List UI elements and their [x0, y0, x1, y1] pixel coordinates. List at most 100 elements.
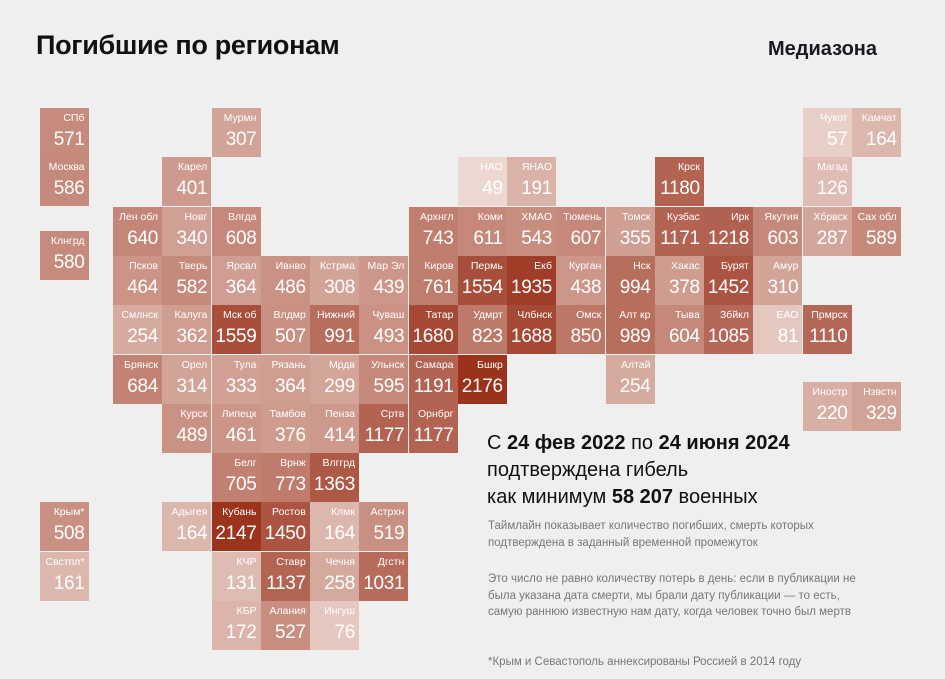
region-tile[interactable]: Липецк 461 — [211, 403, 261, 453]
region-tile[interactable]: ХМАО 543 — [507, 206, 556, 256]
region-tile[interactable]: Новг 340 — [162, 206, 212, 256]
region-tile[interactable]: Коми 611 — [457, 206, 507, 256]
region-tile[interactable]: Збйкл 1085 — [704, 305, 753, 355]
region-tile[interactable]: Смлнск 254 — [113, 305, 162, 355]
region-tile[interactable]: Тамбов 376 — [260, 403, 310, 453]
region-tile[interactable]: Тула 333 — [211, 354, 261, 404]
region-tile[interactable]: Архнгл 743 — [408, 206, 458, 256]
region-tile[interactable]: Астрхн 519 — [359, 502, 409, 552]
region-tile[interactable]: Иностр 220 — [802, 381, 852, 431]
region-tile[interactable]: Амур 310 — [753, 255, 803, 305]
region-tile[interactable]: Омск 850 — [556, 305, 606, 355]
region-tile[interactable]: Бшкр 2176 — [457, 354, 507, 404]
region-tile[interactable]: Алт кр 989 — [605, 305, 655, 355]
region-value: 1452 — [707, 276, 749, 298]
region-tile[interactable]: Курск 489 — [162, 403, 212, 453]
region-tile[interactable]: Мар Эл 439 — [359, 255, 409, 305]
region-tile[interactable]: Ульнск 595 — [359, 354, 409, 404]
region-tile[interactable]: Влгда 608 — [211, 206, 261, 256]
region-tile[interactable]: Курган 438 — [556, 255, 606, 305]
region-tile[interactable]: Крым* 508 — [39, 502, 89, 552]
region-tile[interactable]: Орнбрг 1177 — [408, 403, 458, 453]
region-name: Прмрск — [811, 309, 848, 322]
region-value: 172 — [225, 622, 257, 643]
region-value: 364 — [274, 375, 306, 397]
region-tile[interactable]: Свстпл* 161 — [39, 551, 89, 601]
summary-line-3: как минимум 58 207 военных — [487, 484, 907, 511]
region-tile[interactable]: Нижний 991 — [310, 305, 359, 355]
region-tile[interactable]: Магад 126 — [802, 157, 852, 207]
mediazona-logo[interactable]: Медиазона — [768, 38, 878, 60]
region-tile[interactable]: Сах обл 589 — [851, 206, 901, 256]
region-tile[interactable]: Алания 527 — [260, 601, 310, 650]
region-tile[interactable]: Алтай 254 — [605, 354, 655, 404]
region-name: Ставр — [276, 555, 306, 568]
region-tile[interactable]: Мрдв 299 — [310, 354, 359, 404]
region-tile[interactable]: Ингуш 76 — [310, 601, 359, 650]
region-tile[interactable]: Рязань 364 — [260, 354, 310, 404]
region-tile[interactable]: Псков 464 — [113, 255, 162, 305]
region-name: Белг — [234, 457, 257, 470]
region-tile[interactable]: Дгстн 1031 — [359, 551, 409, 601]
region-tile[interactable]: Чуваш 493 — [359, 305, 409, 355]
region-tile[interactable]: Клмк 164 — [310, 502, 359, 552]
region-tile[interactable]: Ставр 1137 — [260, 551, 310, 601]
region-tile[interactable]: Брянск 684 — [113, 354, 162, 404]
region-tile[interactable]: Тюмень 607 — [556, 206, 606, 256]
region-tile[interactable]: Члбнск 1688 — [507, 305, 556, 355]
region-tile[interactable]: Хбрвск 287 — [802, 206, 852, 256]
region-name: Якутия — [764, 210, 799, 223]
region-tile[interactable]: Прмрск 1110 — [802, 305, 852, 355]
region-tile[interactable]: Кузбас 1171 — [654, 206, 704, 256]
region-tile[interactable]: Удмрт 823 — [457, 305, 507, 355]
region-tile[interactable]: Мск об 1559 — [211, 305, 261, 355]
region-tile[interactable]: Пермь 1554 — [457, 255, 507, 305]
region-tile[interactable]: Тверь 582 — [162, 255, 212, 305]
region-tile[interactable]: Нзвстн 329 — [851, 381, 901, 431]
region-tile[interactable]: Хакас 378 — [654, 255, 704, 305]
region-tile[interactable]: Врнж 773 — [260, 453, 310, 503]
region-tile[interactable]: Томск 355 — [605, 206, 655, 256]
region-value: 850 — [570, 326, 602, 348]
region-tile[interactable]: Влггрд 1363 — [310, 453, 359, 503]
region-tile[interactable]: Кстрма 308 — [310, 255, 359, 305]
region-tile[interactable]: Киров 761 — [408, 255, 458, 305]
region-tile[interactable]: Татар 1680 — [408, 305, 458, 355]
region-tile[interactable]: Москва 586 — [39, 157, 89, 207]
region-tile[interactable]: Пенза 414 — [310, 403, 359, 453]
region-tile[interactable]: Самара 1191 — [408, 354, 458, 404]
region-tile[interactable]: Якутия 603 — [753, 206, 803, 256]
region-tile[interactable]: НАО 49 — [457, 157, 507, 207]
region-tile[interactable]: Орел 314 — [162, 354, 212, 404]
region-tile[interactable]: СПб 571 — [39, 108, 89, 157]
region-name: ХМАО — [521, 210, 552, 223]
region-tile[interactable]: ЯНАО 191 — [507, 157, 556, 207]
region-tile[interactable]: ЕАО 81 — [753, 305, 803, 355]
region-tile[interactable]: Ивнво 486 — [260, 255, 310, 305]
region-tile[interactable]: Нск 994 — [605, 255, 655, 305]
region-tile[interactable]: Крск 1180 — [654, 157, 704, 207]
region-tile[interactable]: Влдмр 507 — [260, 305, 310, 355]
region-tile[interactable]: Бурят 1452 — [704, 255, 753, 305]
region-tile[interactable]: Чечня 258 — [310, 551, 359, 601]
region-tile[interactable]: КБР 172 — [211, 601, 261, 650]
region-tile[interactable]: Чукот 57 — [802, 108, 852, 157]
region-tile[interactable]: Сртв 1177 — [359, 403, 409, 453]
region-tile[interactable]: Тыва 604 — [654, 305, 704, 355]
region-tile[interactable]: Лен обл 640 — [113, 206, 162, 256]
region-tile[interactable]: Камчат 164 — [851, 108, 901, 157]
region-tile[interactable]: Ирк 1218 — [704, 206, 753, 256]
region-tile[interactable]: КЧР 131 — [211, 551, 261, 601]
region-tile[interactable]: Екб 1935 — [507, 255, 556, 305]
region-tile[interactable]: Ростов 1450 — [260, 502, 310, 552]
region-tile[interactable]: Калуга 362 — [162, 305, 212, 355]
summary-prefix: С — [487, 432, 507, 454]
region-tile[interactable]: Адыгея 164 — [162, 502, 212, 552]
region-tile[interactable]: Ярсвл 364 — [211, 255, 261, 305]
region-tile[interactable]: Белг 705 — [211, 453, 261, 503]
region-name: СПб — [63, 112, 85, 124]
region-tile[interactable]: Карел 401 — [162, 157, 212, 207]
region-tile[interactable]: Мурмн 307 — [211, 108, 261, 157]
region-tile[interactable]: Кубань 2147 — [211, 502, 261, 552]
region-tile[interactable]: Клнгрд 580 — [39, 231, 89, 281]
